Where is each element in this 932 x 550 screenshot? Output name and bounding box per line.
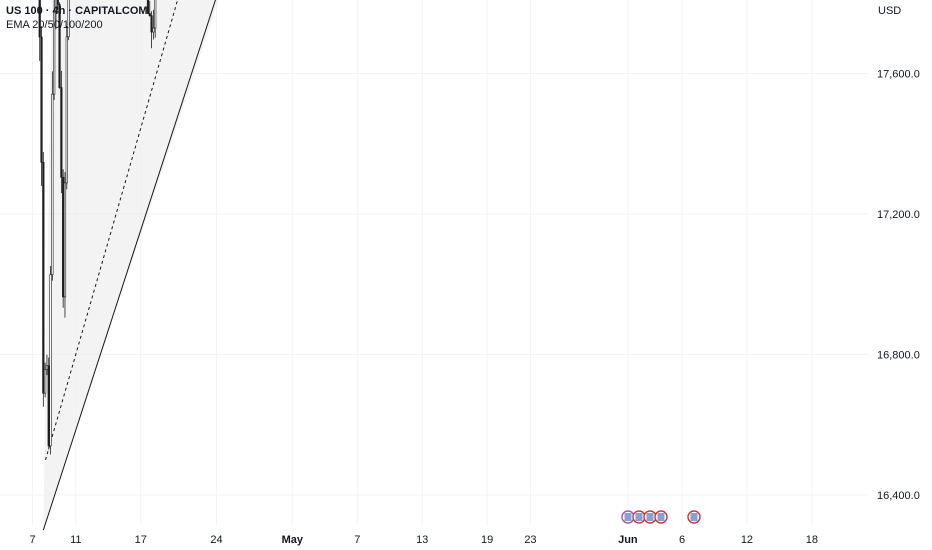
trend-channel xyxy=(42,0,219,531)
flag-stripe-icon xyxy=(690,513,698,521)
y-tick-label: 16,800.0 xyxy=(877,349,920,361)
x-tick-label: Jun xyxy=(618,534,638,546)
candle-body xyxy=(38,0,41,38)
x-tick-label: 17 xyxy=(135,534,147,546)
candle-body xyxy=(67,0,70,38)
flag-stripe-icon xyxy=(624,513,632,521)
x-tick-label: 7 xyxy=(354,534,360,546)
candle-body xyxy=(58,4,61,88)
x-tick-label: May xyxy=(282,534,304,546)
candle-body xyxy=(150,15,153,33)
candle-body xyxy=(47,365,50,447)
y-tick-label: 17,600.0 xyxy=(877,68,920,80)
candle-body xyxy=(40,36,43,163)
y-tick-label: 17,200.0 xyxy=(877,209,920,221)
x-tick-label: 19 xyxy=(481,534,493,546)
x-tick-label: 24 xyxy=(210,534,222,546)
y-tick-label: 16,400.0 xyxy=(877,490,920,502)
flag-stripe-icon xyxy=(657,513,665,521)
x-tick-label: 23 xyxy=(524,534,536,546)
candlesticks xyxy=(38,0,157,455)
x-tick-label: 7 xyxy=(29,534,35,546)
channel-fill xyxy=(43,0,219,531)
channel-lower-line xyxy=(42,0,216,531)
candle-body xyxy=(65,36,68,184)
x-tick-label: 11 xyxy=(70,534,81,546)
candle-body xyxy=(54,0,58,11)
x-tick-label: 6 xyxy=(679,534,685,546)
candle-body xyxy=(56,0,59,5)
x-tick-label: 18 xyxy=(806,534,818,546)
candle-body xyxy=(62,176,65,298)
candle-body xyxy=(53,10,56,95)
x-tick-label: 12 xyxy=(741,534,753,546)
x-tick-label: 13 xyxy=(416,534,428,546)
axes: 16,400.016,800.017,200.017,600.018,000.0… xyxy=(29,68,920,546)
chart-title: US 100 · 4h · CAPITALCOM xyxy=(6,5,148,17)
indicator-legend[interactable]: EMA 20/50/100/200 xyxy=(6,19,103,31)
flag-stripe-icon xyxy=(646,513,654,521)
candle-body xyxy=(63,182,67,298)
currency-label: USD xyxy=(878,5,902,17)
candle-body xyxy=(152,27,155,33)
candle-body xyxy=(154,0,157,29)
flag-stripe-icon xyxy=(635,513,643,521)
candle-body xyxy=(51,93,54,276)
candle-body xyxy=(146,0,150,14)
candle-body xyxy=(49,274,52,447)
candle-body xyxy=(45,365,49,370)
candle-body xyxy=(148,13,151,17)
candle-body xyxy=(60,87,63,178)
candle-body xyxy=(44,369,47,394)
candle-body xyxy=(42,162,45,394)
